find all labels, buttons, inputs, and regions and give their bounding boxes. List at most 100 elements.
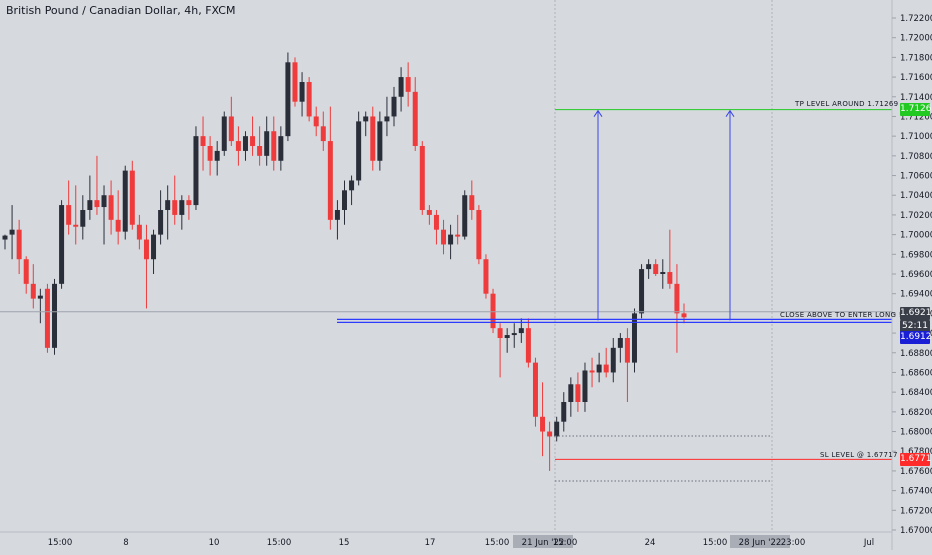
price-tick-label: 1.70800 <box>900 152 932 162</box>
candle-body <box>356 121 362 181</box>
candle-body <box>660 272 666 274</box>
time-tick-label: 15:00 <box>553 538 578 548</box>
candle-body <box>631 313 637 363</box>
candle-body <box>405 77 411 92</box>
time-tick-label: 28 Jun '22 <box>739 538 782 548</box>
candle-layer <box>2 52 687 471</box>
candle-body <box>681 313 687 318</box>
candle-body <box>151 234 157 260</box>
price-tick-label: 1.68200 <box>900 408 932 418</box>
candle-body <box>349 180 355 191</box>
candle-body <box>59 205 65 284</box>
candle-body <box>582 370 588 402</box>
time-tick-label: Jul <box>863 538 874 548</box>
candle-body <box>596 364 602 373</box>
candle-body <box>646 264 652 270</box>
target-arrow-head <box>593 109 603 117</box>
candle-body <box>23 259 29 284</box>
candle-body <box>342 190 347 210</box>
candle-body <box>441 229 447 245</box>
price-tick-label: 1.69800 <box>900 250 932 260</box>
candle-body <box>511 333 517 336</box>
candle-body <box>589 370 595 373</box>
candle-body <box>327 141 333 220</box>
time-tick-label: 15:00 <box>48 538 73 548</box>
time-tick-label: 10 <box>209 538 220 548</box>
candle-body <box>653 264 659 274</box>
candle-body <box>52 283 58 348</box>
candle-body <box>66 205 72 225</box>
price-tick-label: 1.72000 <box>900 34 932 44</box>
time-tick-label: 15:00 <box>703 538 728 548</box>
candle-body <box>44 288 50 348</box>
candle-body <box>73 224 79 227</box>
candle-body <box>299 82 305 102</box>
candle-body <box>37 295 43 299</box>
candle-body <box>497 328 503 338</box>
candle-body <box>525 328 531 363</box>
target-arrow-head <box>725 109 735 117</box>
time-tick-label: 15 <box>339 538 350 548</box>
price-tick-label: 1.71400 <box>900 93 932 103</box>
candle-body <box>94 200 100 208</box>
price-tick-label: 1.71200 <box>900 112 932 122</box>
candle-body <box>370 116 376 161</box>
price-tick-label: 1.69600 <box>900 270 932 280</box>
candle-body <box>568 384 574 402</box>
price-tick-label: 1.68600 <box>900 368 932 378</box>
candle-body <box>469 195 475 210</box>
candle-body <box>377 121 383 161</box>
price-tick-label: 1.71000 <box>900 132 932 142</box>
candle-body <box>136 224 142 240</box>
time-label-highlight <box>730 535 790 548</box>
candle-body <box>200 136 206 146</box>
candle-body <box>476 210 482 260</box>
time-tick-label: 23:00 <box>781 538 806 548</box>
candle-body <box>214 150 220 161</box>
candle-body <box>242 136 248 151</box>
time-tick-label: 15:00 <box>267 538 292 548</box>
price-tick-label: 1.70200 <box>900 211 932 221</box>
price-tick-label: 1.68400 <box>900 388 932 398</box>
candle-body <box>278 136 284 161</box>
candle-body <box>603 364 609 373</box>
candle-body <box>518 328 524 334</box>
candle-body <box>158 210 164 235</box>
sl-annotation[interactable]: SL LEVEL @ 1.67717 <box>820 451 898 459</box>
candle-body <box>639 269 645 314</box>
candle-body <box>617 338 623 348</box>
candle-body <box>419 146 425 210</box>
price-tick-label: 1.68800 <box>900 349 932 359</box>
candle-body <box>398 77 404 97</box>
price-tick-label: 1.70000 <box>900 231 932 241</box>
entry-annotation[interactable]: CLOSE ABOVE TO ENTER LONG ! <box>780 311 902 319</box>
candle-body <box>129 170 135 225</box>
tp-annotation[interactable]: TP LEVEL AROUND 1.71269 <box>795 100 899 108</box>
candle-body <box>490 293 496 329</box>
price-tick-label: 1.71600 <box>900 73 932 83</box>
price-tick-label: 1.72200 <box>900 14 932 24</box>
candle-body <box>207 146 213 161</box>
candle-body <box>547 431 553 437</box>
candle-body <box>306 82 312 117</box>
candle-body <box>193 136 199 206</box>
candle-body <box>384 116 390 122</box>
price-tick-label: 1.67200 <box>900 506 932 516</box>
sl-price-tag: 1.67717 <box>900 453 932 466</box>
candle-body <box>101 195 107 208</box>
time-tick-label: 21 Jun '22 <box>522 538 565 548</box>
candle-body <box>334 210 340 220</box>
time-tick-label: 17 <box>425 538 436 548</box>
candle-body <box>80 210 86 227</box>
candle-body <box>674 283 680 314</box>
candle-body <box>292 62 298 102</box>
candle-body <box>30 283 36 299</box>
candle-body <box>2 235 8 240</box>
candle-body <box>540 416 546 432</box>
price-tick-label: 1.69400 <box>900 290 932 300</box>
candle-body <box>391 96 397 117</box>
grid-layer <box>554 0 773 532</box>
